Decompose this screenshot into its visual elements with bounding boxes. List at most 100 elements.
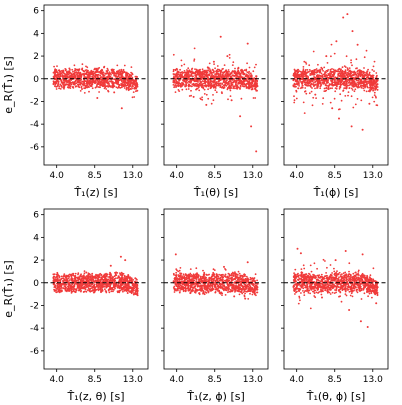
scatter-point (376, 104, 379, 107)
scatter-point (132, 87, 134, 90)
scatter-point (114, 72, 117, 75)
scatter-point (86, 280, 89, 282)
scatter-point (212, 87, 215, 89)
scatter-point (136, 294, 139, 297)
scatter-point (305, 72, 308, 75)
scatter-point (207, 79, 210, 81)
scatter-point (205, 103, 208, 106)
scatter-point (97, 283, 100, 286)
scatter-point (129, 287, 132, 290)
scatter-point (248, 72, 250, 74)
scatter-point (231, 286, 233, 289)
scatter-point (98, 276, 101, 279)
y-tick-label: 0 (33, 75, 39, 85)
scatter-point (213, 269, 216, 271)
scatter-point (136, 289, 139, 292)
scatter-point (79, 90, 82, 92)
scatter-point (70, 73, 73, 75)
scatter-point (340, 81, 343, 84)
scatter-point (101, 82, 104, 84)
x-tick-label: 8.5 (88, 171, 102, 181)
scatter-point (55, 88, 58, 90)
scatter-point (128, 80, 131, 82)
scatter-point (314, 93, 317, 96)
scatter-point (109, 274, 112, 276)
scatter-point (198, 78, 200, 81)
scatter-point (102, 276, 105, 278)
scatter-point (223, 80, 226, 82)
scatter-point (342, 89, 345, 92)
scatter-point (185, 83, 188, 86)
scatter-point (296, 71, 299, 73)
scatter-point (75, 68, 78, 71)
y-tick-label: 4 (33, 233, 39, 243)
scatter-point (242, 73, 245, 76)
scatter-point (344, 95, 347, 97)
scatter-point (194, 83, 197, 85)
scatter-point (59, 75, 62, 78)
scatter-point (219, 84, 222, 87)
scatter-point (362, 83, 365, 86)
scatter-point (354, 84, 357, 87)
scatter-point (124, 259, 127, 262)
scatter-point (125, 287, 128, 289)
scatter-point (98, 79, 101, 81)
scatter-point (338, 117, 340, 120)
scatter-point (55, 291, 58, 294)
scatter-point (174, 84, 177, 86)
scatter-point (121, 80, 123, 83)
scatter-point (238, 86, 240, 89)
scatter-point (292, 84, 295, 87)
scatter-point (353, 90, 356, 93)
scatter-point (88, 83, 91, 86)
scatter-point (204, 81, 207, 84)
scatter-point (177, 70, 180, 73)
scatter-point (239, 75, 242, 78)
scatter-point (344, 72, 346, 75)
scatter-point (245, 69, 248, 72)
scatter-point (117, 79, 120, 82)
scatter-point (62, 69, 65, 72)
scatter-point (217, 82, 220, 85)
scatter-point (126, 288, 128, 291)
scatter-point (198, 82, 201, 85)
scatter-point (82, 80, 84, 83)
scatter-point (114, 273, 117, 275)
scatter-point (123, 64, 126, 67)
scatter-point (102, 71, 105, 74)
scatter-point (68, 84, 71, 86)
scatter-point (343, 70, 346, 73)
scatter-point (132, 293, 135, 296)
scatter-points (172, 253, 259, 300)
scatter-point (104, 288, 106, 291)
scatter-point (329, 68, 332, 71)
scatter-point (113, 78, 116, 81)
y-axis-label: e_R(T̂₁) [s] (2, 260, 15, 317)
scatter-point (248, 70, 251, 73)
scatter-point (329, 76, 332, 78)
scatter-point (363, 71, 366, 74)
scatter-point (56, 284, 59, 287)
scatter-point (207, 88, 210, 91)
scatter-point (326, 79, 329, 81)
scatter-point (350, 87, 353, 90)
scatter-point (101, 278, 103, 281)
scatter-point (118, 84, 120, 86)
scatter-point (104, 279, 107, 282)
scatter-point (211, 68, 214, 71)
scatter-point (240, 69, 242, 72)
scatter-point (173, 86, 176, 89)
scatter-point (234, 70, 237, 73)
scatter-point (121, 276, 123, 278)
scatter-point (311, 80, 314, 83)
scatter-point (180, 86, 182, 88)
scatter-point (113, 91, 116, 94)
scatter-point (376, 88, 379, 91)
scatter-point (110, 290, 113, 293)
scatter-point (132, 91, 135, 93)
scatter-point (130, 277, 133, 280)
scatter-point (223, 64, 226, 66)
scatter-point (364, 81, 367, 83)
scatter-point (359, 85, 362, 88)
scatter-point (90, 69, 93, 72)
